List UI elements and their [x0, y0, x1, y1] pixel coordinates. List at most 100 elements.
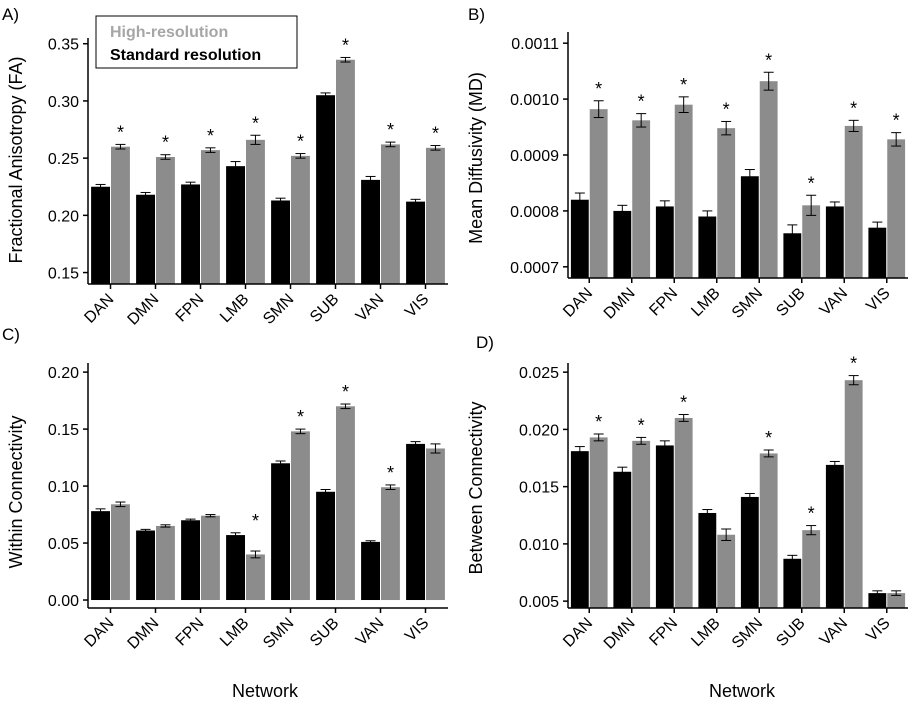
- bar-high-sub: [802, 205, 821, 278]
- bar-high-lmb: [717, 534, 736, 608]
- panel-a-fa: A) Fractional Anisotropy (FA) * * * * * * * * D…: [2, 5, 448, 329]
- bar-standard-dmn: [613, 210, 632, 278]
- bar-high-smn: [759, 453, 778, 608]
- error-bar-high-sub: [806, 194, 817, 216]
- bar-standard-vis: [868, 227, 887, 278]
- error-bar-standard-sub: [787, 554, 798, 563]
- y-tick-label: 0.0009: [510, 148, 559, 165]
- bar-high-van: [844, 125, 863, 278]
- bar-standard-dan: [91, 511, 110, 601]
- error-bar-standard-dan: [95, 183, 106, 190]
- y-tick-label: 0.015: [519, 480, 559, 497]
- error-bar-high-dan: [593, 100, 604, 119]
- x-tick-label-van: VAN: [817, 285, 851, 319]
- x-tick-label-van: VAN: [353, 615, 387, 649]
- bar-standard-sub: [316, 95, 335, 284]
- error-bar-standard-dan: [574, 446, 585, 457]
- bar-high-fpn: [674, 417, 693, 608]
- error-bar-high-van: [385, 141, 396, 148]
- bar-standard-van: [361, 179, 380, 284]
- error-bar-high-dan: [115, 501, 126, 508]
- bar-standard-fpn: [655, 445, 674, 608]
- bar-high-lmb: [717, 128, 736, 278]
- error-bar-standard-vis: [872, 221, 883, 234]
- bar-high-dmn: [632, 120, 651, 278]
- error-bar-standard-vis: [872, 590, 883, 596]
- significance-marker-lmb: *: [252, 511, 259, 531]
- error-bar-standard-fpn: [185, 181, 196, 188]
- error-bar-standard-dmn: [617, 204, 628, 217]
- bar-standard-dan: [570, 199, 589, 278]
- panel-label: D): [476, 333, 494, 352]
- significance-marker-dan: *: [117, 122, 124, 142]
- significance-marker-van: *: [850, 98, 857, 118]
- panel-label: A): [2, 5, 19, 24]
- x-tick-label-smn: SMN: [729, 615, 766, 652]
- bar-high-sub: [336, 406, 355, 601]
- y-tick-label: 0.0011: [511, 36, 559, 53]
- error-bar-high-vis: [430, 443, 441, 454]
- error-bar-high-smn: [763, 71, 774, 91]
- error-bar-high-fpn: [678, 414, 689, 422]
- significance-marker-van: *: [387, 120, 394, 140]
- bar-standard-van: [361, 541, 380, 601]
- bar-high-lmb: [246, 139, 265, 284]
- y-axis-label: Within Connectivity: [6, 415, 26, 568]
- y-tick-label: 0.20: [48, 365, 79, 382]
- bar-standard-sub: [783, 558, 802, 608]
- x-tick-label-fpn: FPN: [646, 615, 681, 650]
- bar-standard-smn: [740, 496, 759, 608]
- bar-high-sub: [336, 59, 355, 285]
- y-tick-label: 0.010: [519, 537, 559, 554]
- error-bar-standard-lmb: [230, 161, 241, 172]
- error-bar-standard-sub: [787, 224, 798, 243]
- x-tick-label-dmn: DMN: [125, 291, 163, 329]
- x-tick-label-dan: DAN: [81, 615, 117, 651]
- x-tick-label-sub: SUB: [773, 285, 808, 320]
- significance-marker-vis: *: [893, 111, 900, 131]
- error-bar-standard-dan: [95, 508, 106, 514]
- significance-marker-smn: *: [297, 407, 304, 427]
- legend-box: [95, 15, 298, 69]
- x-tick-label-sub: SUB: [307, 615, 342, 650]
- bar-standard-lmb: [698, 512, 717, 608]
- bar-standard-sub: [783, 233, 802, 278]
- x-tick-label-vis: VIS: [402, 291, 432, 321]
- significance-marker-smn: *: [765, 428, 772, 448]
- significance-marker-sub: *: [808, 173, 815, 193]
- panel-label: B): [468, 5, 485, 24]
- error-bar-high-van: [385, 484, 396, 490]
- bar-high-dan: [111, 146, 130, 284]
- error-bar-standard-van: [829, 460, 840, 469]
- legend: High-resolution Standard resolution: [95, 15, 298, 69]
- panel-c-within: C) Within Connectivity Network * * * * DAN D…: [2, 325, 448, 701]
- y-axis-label: Mean Diffusivity (MD): [466, 72, 486, 244]
- bar-high-fpn: [201, 515, 220, 601]
- bar-group: * * * * * * * *: [91, 35, 445, 285]
- error-bar-standard-lmb: [702, 509, 713, 517]
- bar-group: * * * *: [91, 382, 445, 601]
- error-bar-high-smn: [295, 153, 306, 159]
- bar-high-dmn: [156, 525, 175, 601]
- error-bar-high-dmn: [160, 524, 171, 528]
- bar-standard-lmb: [226, 535, 245, 601]
- error-bar-high-fpn: [205, 514, 216, 518]
- y-tick-label: 0.020: [519, 422, 559, 439]
- y-tick-label: 0.15: [48, 422, 79, 439]
- error-bar-standard-smn: [744, 493, 755, 501]
- error-bar-high-dmn: [636, 436, 647, 445]
- error-bar-high-lmb: [721, 528, 732, 541]
- bar-high-dan: [589, 109, 608, 279]
- error-bar-high-lmb: [250, 550, 261, 559]
- x-tick-label-lmb: LMB: [688, 285, 723, 320]
- x-tick-label-lmb: LMB: [688, 615, 723, 650]
- bar-standard-smn: [271, 200, 290, 284]
- error-bar-standard-lmb: [702, 210, 713, 223]
- bar-high-fpn: [674, 104, 693, 278]
- error-bar-standard-smn: [744, 169, 755, 184]
- error-bar-standard-van: [829, 201, 840, 212]
- bar-standard-vis: [868, 593, 887, 608]
- bar-high-van: [381, 144, 400, 284]
- legend-high-resolution: High-resolution: [110, 24, 228, 41]
